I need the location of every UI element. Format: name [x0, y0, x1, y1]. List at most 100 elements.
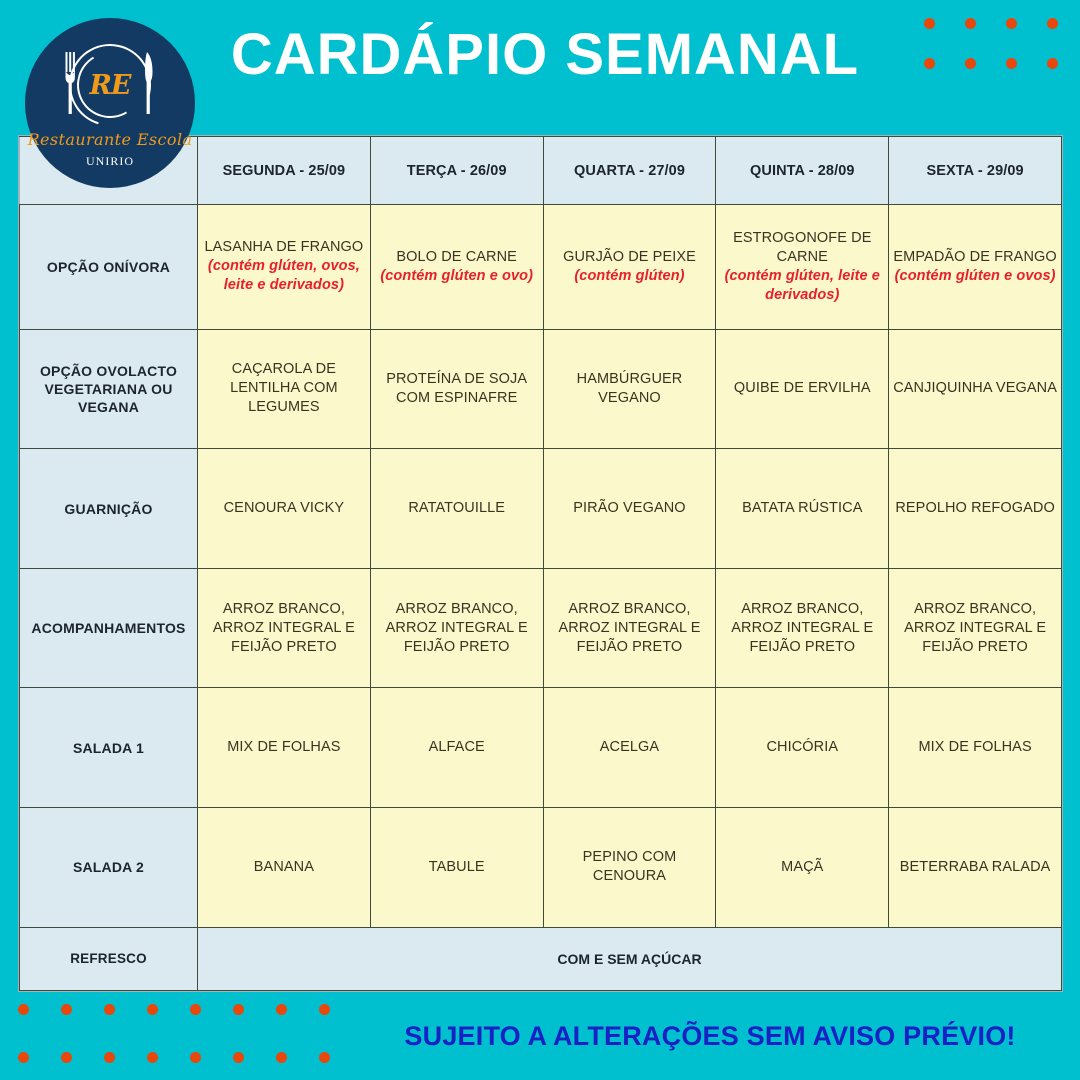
dish-name: BATATA RÚSTICA [742, 500, 863, 517]
decorative-dot [965, 18, 976, 29]
decorative-dot [190, 1004, 201, 1015]
menu-cell: PROTEÍNA DE SOJA COM ESPINAFRE [369, 328, 544, 450]
menu-cell: BANANA [197, 807, 371, 928]
dish-name: MIX DE FOLHAS [227, 739, 341, 756]
dish-name: CANJIQUINHA VEGANA [893, 380, 1057, 397]
decorative-dot [190, 1052, 201, 1063]
menu-cell: ARROZ BRANCO, ARROZ INTEGRAL E FEIJÃO PR… [888, 567, 1062, 689]
decorative-dot [147, 1052, 158, 1063]
decorative-dot [104, 1052, 115, 1063]
dish-name: MAÇÃ [781, 858, 824, 875]
menu-cell: CAÇAROLA DE LENTILHA COM LEGUMES [197, 328, 371, 450]
row-label-refresco: REFRESCO [19, 926, 198, 992]
table-row: GUARNIÇÃO CENOURA VICKY RATATOUILLE PIRÃ… [19, 448, 1062, 569]
dish-name: ACELGA [599, 739, 660, 756]
menu-cell: PEPINO COM CENOURA [542, 807, 717, 928]
decorative-dot [104, 1004, 115, 1015]
menu-cell: EMPADÃO DE FRANGO (contém glúten e ovos) [888, 204, 1062, 330]
dish-name: ESTROGONOFE DE CARNE [733, 229, 872, 265]
footer-notice: SUJEITO A ALTERAÇÕES SEM AVISO PRÉVIO! [404, 1020, 1016, 1051]
dish-name: RATATOUILLE [408, 500, 506, 517]
allergen-note: (contém glúten e ovo) [380, 267, 534, 284]
dish-name: PIRÃO VEGANO [573, 500, 686, 517]
menu-cell: MIX DE FOLHAS [888, 687, 1062, 808]
menu-cell: BATATA RÚSTICA [715, 448, 890, 569]
menu-cell: BETERRABA RALADA [888, 807, 1062, 928]
footer-dot-pattern [18, 1004, 348, 1066]
menu-cell: ARROZ BRANCO, ARROZ INTEGRAL E FEIJÃO PR… [197, 567, 371, 689]
menu-cell: QUIBE DE ERVILHA [715, 328, 890, 450]
dish-name: BANANA [253, 858, 315, 875]
logo-institution: UNIRIO [86, 154, 134, 168]
row-label-salada-2: SALADA 2 [19, 807, 198, 928]
dish-name: MIX DE FOLHAS [918, 739, 1032, 756]
menu-cell: MIX DE FOLHAS [197, 687, 371, 808]
page-footer: SUJEITO A ALTERAÇÕES SEM AVISO PRÉVIO! [0, 992, 1080, 1080]
table-row: ACOMPANHAMENTOS ARROZ BRANCO, ARROZ INTE… [19, 567, 1062, 689]
decorative-dot [1006, 58, 1017, 69]
table-row: OPÇÃO OVOLACTO VEGETARIANA OU VEGANA CAÇ… [19, 328, 1062, 450]
decorative-dot [319, 1004, 330, 1015]
decorative-dot [965, 58, 976, 69]
menu-cell: ALFACE [369, 687, 544, 808]
dish-name: PROTEÍNA DE SOJA COM ESPINAFRE [386, 370, 528, 406]
menu-cell: TABULE [369, 807, 544, 928]
dish-name: ARROZ BRANCO, ARROZ INTEGRAL E FEIJÃO PR… [904, 600, 1047, 655]
dish-name: CHICÓRIA [766, 739, 839, 756]
dish-name: ALFACE [428, 739, 485, 756]
table-body: OPÇÃO ONÍVORA LASANHA DE FRANGO (contém … [19, 204, 1062, 992]
decorative-dot [233, 1052, 244, 1063]
decorative-dot [147, 1004, 158, 1015]
row-label-salada-1: SALADA 1 [19, 687, 198, 808]
logo-monogram: RE [89, 70, 131, 101]
dish-name: EMPADÃO DE FRANGO [893, 248, 1057, 265]
fork-icon [65, 52, 75, 114]
menu-cell: ESTROGONOFE DE CARNE (contém glúten, lei… [715, 204, 890, 330]
menu-cell: GURJÃO DE PEIXE (contém glúten) [542, 204, 717, 330]
dish-name: CAÇAROLA DE LENTILHA COM LEGUMES [230, 361, 338, 416]
menu-cell: CENOURA VICKY [197, 448, 371, 569]
table-row: SALADA 2 BANANA TABULE PEPINO COM CENOUR… [19, 807, 1062, 928]
row-label-opcao-vegetariana: OPÇÃO OVOLACTO VEGETARIANA OU VEGANA [19, 328, 198, 450]
dish-name: LASANHA DE FRANGO [204, 239, 364, 256]
decorative-dot [1047, 58, 1058, 69]
decorative-dot [18, 1052, 29, 1063]
decorative-dot [18, 1004, 29, 1015]
dish-name: ARROZ BRANCO, ARROZ INTEGRAL E FEIJÃO PR… [558, 600, 701, 655]
dish-name: ARROZ BRANCO, ARROZ INTEGRAL E FEIJÃO PR… [385, 600, 528, 655]
column-header-quinta: QUINTA - 28/09 [715, 136, 890, 205]
menu-cell: BOLO DE CARNE (contém glúten e ovo) [369, 204, 544, 330]
dish-name: ARROZ BRANCO, ARROZ INTEGRAL E FEIJÃO PR… [731, 600, 874, 655]
menu-cell: ACELGA [542, 687, 717, 808]
decorative-dot [924, 18, 935, 29]
row-label-guarnicao: GUARNIÇÃO [19, 448, 198, 569]
column-header-segunda: SEGUNDA - 25/09 [197, 136, 371, 205]
menu-cell: CANJIQUINHA VEGANA [888, 328, 1062, 450]
menu-cell: REPOLHO REFOGADO [888, 448, 1062, 569]
header-dot-pattern [924, 18, 1064, 80]
menu-cell: PIRÃO VEGANO [542, 448, 717, 569]
decorative-dot [924, 58, 935, 69]
row-label-opcao-onivora: OPÇÃO ONÍVORA [19, 204, 198, 330]
menu-cell: RATATOUILLE [369, 448, 544, 569]
allergen-note: (contém glúten e ovos) [894, 267, 1056, 284]
table-row: REFRESCO COM E SEM AÇÚCAR [19, 926, 1062, 992]
restaurante-escola-logo: RE Restaurante Escola UNIRIO [25, 18, 195, 188]
page-title: CARDÁPIO SEMANAL [230, 22, 860, 87]
menu-cell: HAMBÚRGUER VEGANO [542, 328, 717, 450]
allergen-note: (contém glúten) [574, 267, 685, 284]
knife-icon [145, 52, 153, 114]
allergen-note: (contém glúten, ovos, leite e derivados) [207, 258, 360, 294]
dish-name: TABULE [428, 858, 485, 875]
column-header-quarta: QUARTA - 27/09 [542, 136, 717, 205]
dish-name: CENOURA VICKY [223, 500, 345, 517]
menu-cell: CHICÓRIA [715, 687, 890, 808]
table-row: SALADA 1 MIX DE FOLHAS ALFACE ACELGA CHI… [19, 687, 1062, 808]
weekly-menu-table-container: SEGUNDA - 25/09 TERÇA - 26/09 QUARTA - 2… [18, 135, 1063, 992]
menu-cell: ARROZ BRANCO, ARROZ INTEGRAL E FEIJÃO PR… [542, 567, 717, 689]
allergen-note: (contém glúten, leite e derivados) [724, 267, 880, 303]
table-row: OPÇÃO ONÍVORA LASANHA DE FRANGO (contém … [19, 204, 1062, 330]
decorative-dot [1047, 18, 1058, 29]
dish-name: PEPINO COM CENOURA [582, 849, 677, 885]
weekly-menu-table: SEGUNDA - 25/09 TERÇA - 26/09 QUARTA - 2… [19, 136, 1062, 992]
